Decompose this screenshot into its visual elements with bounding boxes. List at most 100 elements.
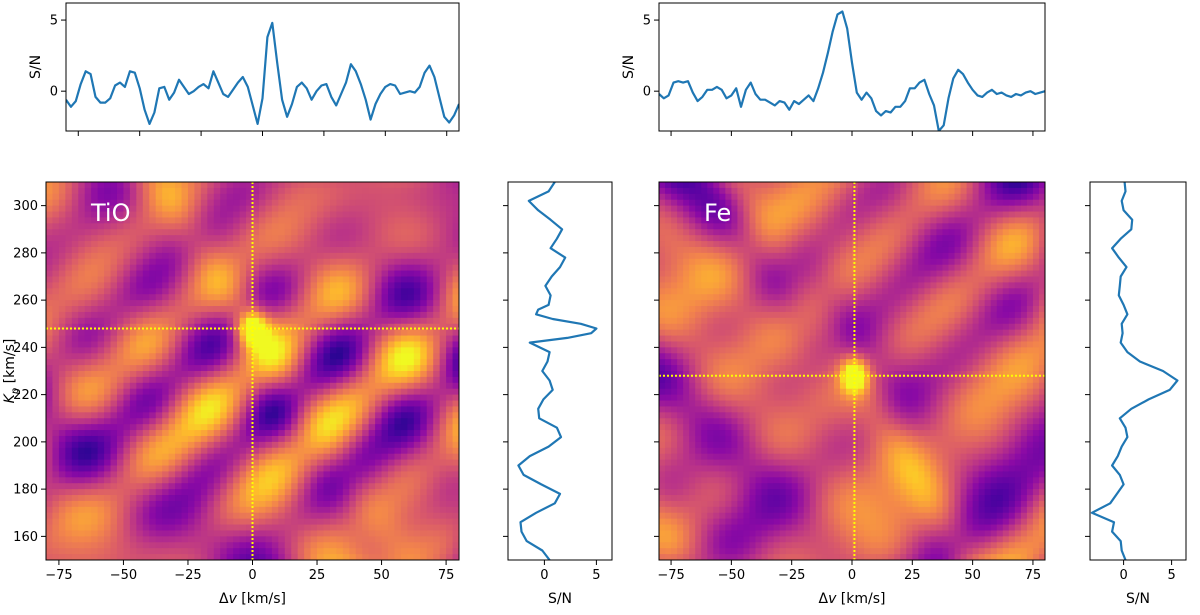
heatmap-cell [833,199,841,207]
heatmap-cell [58,335,66,343]
heatmap-cell [194,447,202,455]
heatmap-cell [924,229,932,236]
heatmap-cell [942,193,950,201]
heatmap-cell [381,359,389,366]
heatmap-cell [821,252,829,260]
heatmap-cell [725,187,732,195]
heatmap-cell [413,418,421,425]
heatmap-cell [439,288,447,295]
heatmap-cell [187,447,196,455]
heatmap-cell [271,211,279,219]
heatmap-cell [297,376,305,384]
heatmap-cell [155,489,163,496]
heatmap-cell [52,400,60,408]
heatmap-cell [394,382,402,390]
heatmap-cell [175,294,183,301]
heatmap-cell [271,252,279,260]
heatmap-cell [452,211,459,219]
heatmap-cell [342,365,350,372]
heatmap-cell [375,252,383,260]
heatmap-cell [797,199,805,207]
heatmap-cell [677,229,684,236]
heatmap-cell [226,359,234,366]
heatmap-cell [291,388,299,396]
heatmap-cell [906,246,913,254]
heatmap-cell [246,223,254,230]
heatmap-cell [291,518,299,526]
heatmap-cell [284,524,292,532]
heatmap-cell [394,459,402,467]
heatmap-cell [46,294,54,301]
heatmap-cell [1032,199,1040,207]
heatmap-cell [291,294,299,301]
heatmap-cell [355,424,363,431]
heatmap-cell [65,365,73,372]
heatmap-cell [84,359,92,366]
heatmap-cell [439,329,447,337]
heatmap-cell [695,187,702,195]
heatmap-cell [452,471,459,478]
heatmap-cell [719,211,726,219]
heatmap-cell [110,518,118,526]
heatmap-cell [194,495,202,502]
heatmap-cell [349,524,357,532]
heatmap-cell [123,524,131,532]
heatmap-cell [864,211,871,219]
heatmap-cell [129,495,137,502]
heatmap-cell [785,217,793,224]
heatmap-cell [845,205,853,213]
heatmap-cell [394,453,402,461]
heatmap-cell [329,365,337,372]
heatmap-cell [213,542,221,549]
heatmap-cell [304,483,312,490]
heatmap-cell [446,306,454,313]
heatmap-cell [329,329,337,337]
heatmap-cell [187,518,196,526]
heatmap-cell [71,441,79,449]
heatmap-cell [400,524,408,532]
heatmap-cell [168,306,176,313]
heatmap-cell [136,465,144,473]
heatmap-cell [110,465,118,473]
heatmap-cell [996,223,1004,230]
heatmap-cell [175,394,183,402]
heatmap-cell [194,246,202,254]
heatmap-cell [833,187,841,195]
heatmap-cell [420,477,428,484]
heatmap-cell [65,223,73,230]
heatmap-cell [239,223,247,230]
heatmap-cell [200,382,208,390]
heatmap-cell [278,182,286,189]
heatmap-cell [155,182,163,189]
heatmap-cell [368,406,376,413]
heatmap-cell [142,246,150,254]
heatmap-cell [737,205,745,213]
heatmap-cell [123,418,131,425]
heatmap-cell [194,459,202,467]
heatmap-cell [701,252,708,260]
heatmap-cell [46,365,54,372]
heatmap-cell [677,211,684,219]
heatmap-cell [149,483,157,490]
heatmap-cell [310,288,318,295]
heatmap-cell [336,205,344,213]
heatmap-cell [246,258,254,266]
heatmap-cell [362,548,370,555]
heatmap-cell [71,235,79,242]
heatmap-cell [129,193,137,201]
heatmap-cell [258,294,266,301]
heatmap-cell [413,554,421,560]
heatmap-cell [394,542,402,549]
heatmap-cell [767,235,775,242]
heatmap-cell [252,329,260,337]
heatmap-cell [155,554,163,560]
heatmap-cell [297,554,305,560]
heatmap-cell [446,412,454,419]
heatmap-cell [142,205,150,213]
heatmap-cell [329,258,337,266]
heatmap-cell [918,223,925,230]
heatmap-cell [297,447,305,455]
heatmap-cell [381,400,389,408]
heatmap-cell [342,341,350,348]
heatmap-cell [258,471,266,478]
